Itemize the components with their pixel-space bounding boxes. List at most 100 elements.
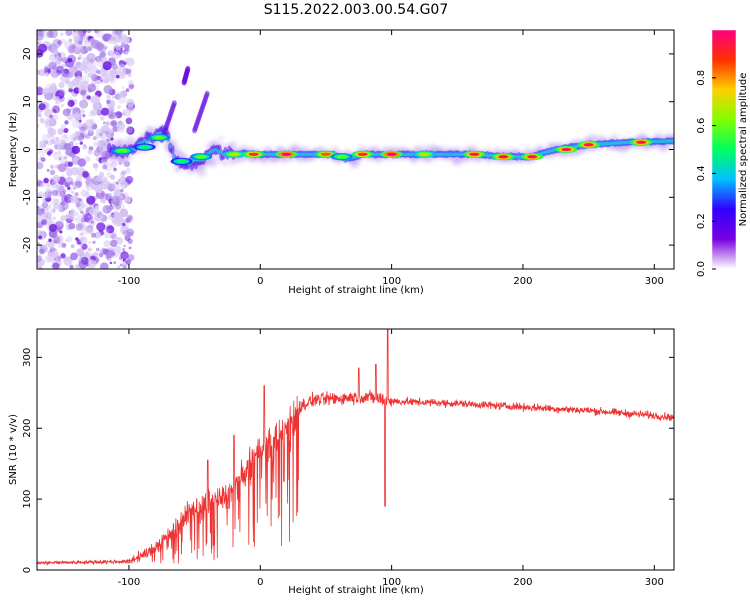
noise-point [57,163,67,173]
colorbar-label: Normalized spectral amplitude [738,73,749,227]
noise-point [54,96,60,102]
noise-point [113,261,117,264]
noise-point [124,50,129,56]
spectrogram-y-tick-label: -20 [22,237,33,253]
spectral-branch [192,90,210,134]
noise-point [64,204,69,210]
hot-spot [463,150,486,158]
noise-point [47,140,53,146]
noise-point [77,256,86,265]
noise-point [102,164,108,170]
ridge-halo-point [336,159,342,165]
hot-spot-core [636,140,647,144]
noise-point [120,170,127,176]
noise-point [52,105,60,114]
noise-point [88,208,97,216]
noise-point [86,30,92,34]
noise-point [70,85,74,89]
noise-point [117,105,121,109]
noise-point [92,240,96,244]
hot-spot-core [583,143,594,147]
noise-point [115,45,121,51]
noise-point [56,226,62,232]
noise-point [67,186,71,190]
noise-point [85,251,89,255]
noise-point [47,240,55,249]
spectrogram-y-axis-label: Frequency (Hz) [8,112,19,188]
noise-point [41,236,45,239]
noise-point [71,190,75,194]
noise-point [48,238,52,242]
noise-point [52,198,60,205]
noise-point [80,210,84,214]
noise-point [72,217,77,222]
noise-point [87,149,93,155]
noise-point [82,212,92,222]
noise-point [102,61,112,71]
noise-point [118,59,124,65]
noise-point [97,187,103,194]
noise-point [79,126,85,132]
noise-point [49,169,56,176]
noise-point [44,207,49,212]
noise-point [94,168,98,172]
hot-spot [170,157,193,165]
noise-point [123,108,132,117]
noise-point [37,30,42,37]
noise-point [113,167,117,171]
noise-point [95,209,102,216]
noise-point [60,191,66,197]
noise-point [84,156,91,163]
hot-spot [190,153,213,161]
noise-point [99,248,107,256]
noise-point [101,183,108,190]
ridge-halo-point [196,167,206,177]
hot-spot [630,138,653,146]
noise-point [52,49,59,56]
spectral-branch-point [185,65,191,72]
hot-spot-core [386,152,397,156]
noise-point [65,176,74,185]
hot-spot [577,141,600,149]
noise-point [96,69,101,75]
noise-point [65,30,73,36]
colorbar: 0.0 0.2 0.4 0.6 0.8 Normalized spectral ampl… [696,29,749,277]
noise-point [87,46,93,52]
noise-point [109,204,113,207]
hot-spot [133,143,156,151]
noise-point [40,36,44,40]
hot-spot-core [176,159,187,163]
noise-point [90,220,94,224]
noise-point [66,108,72,114]
noise-point [54,151,58,155]
noise-point [92,136,97,141]
hot-spot-core [229,152,239,156]
hot-spot [521,153,544,161]
noise-point [86,187,91,192]
noise-point [82,144,88,150]
noise-point [93,149,101,157]
noise-point [89,60,97,67]
snr-x-tick-label: -100 [118,577,141,588]
noise-point [107,183,116,192]
noise-point [42,88,49,95]
noise-point [66,170,73,177]
noise-point [95,128,104,136]
noise-point [39,156,44,161]
noise-point [57,40,62,45]
noise-point [63,68,69,75]
noise-point [92,141,99,148]
noise-point [54,56,62,64]
hot-spot [111,147,134,155]
noise-point [38,103,46,111]
hot-spot [380,150,403,158]
noise-point [60,38,66,45]
noise-point [107,133,111,137]
ridge-core-segment [145,140,150,144]
noise-point [39,248,45,255]
noise-point [53,258,56,261]
noise-point [38,191,45,198]
noise-point [81,222,86,227]
noise-point [122,248,126,251]
